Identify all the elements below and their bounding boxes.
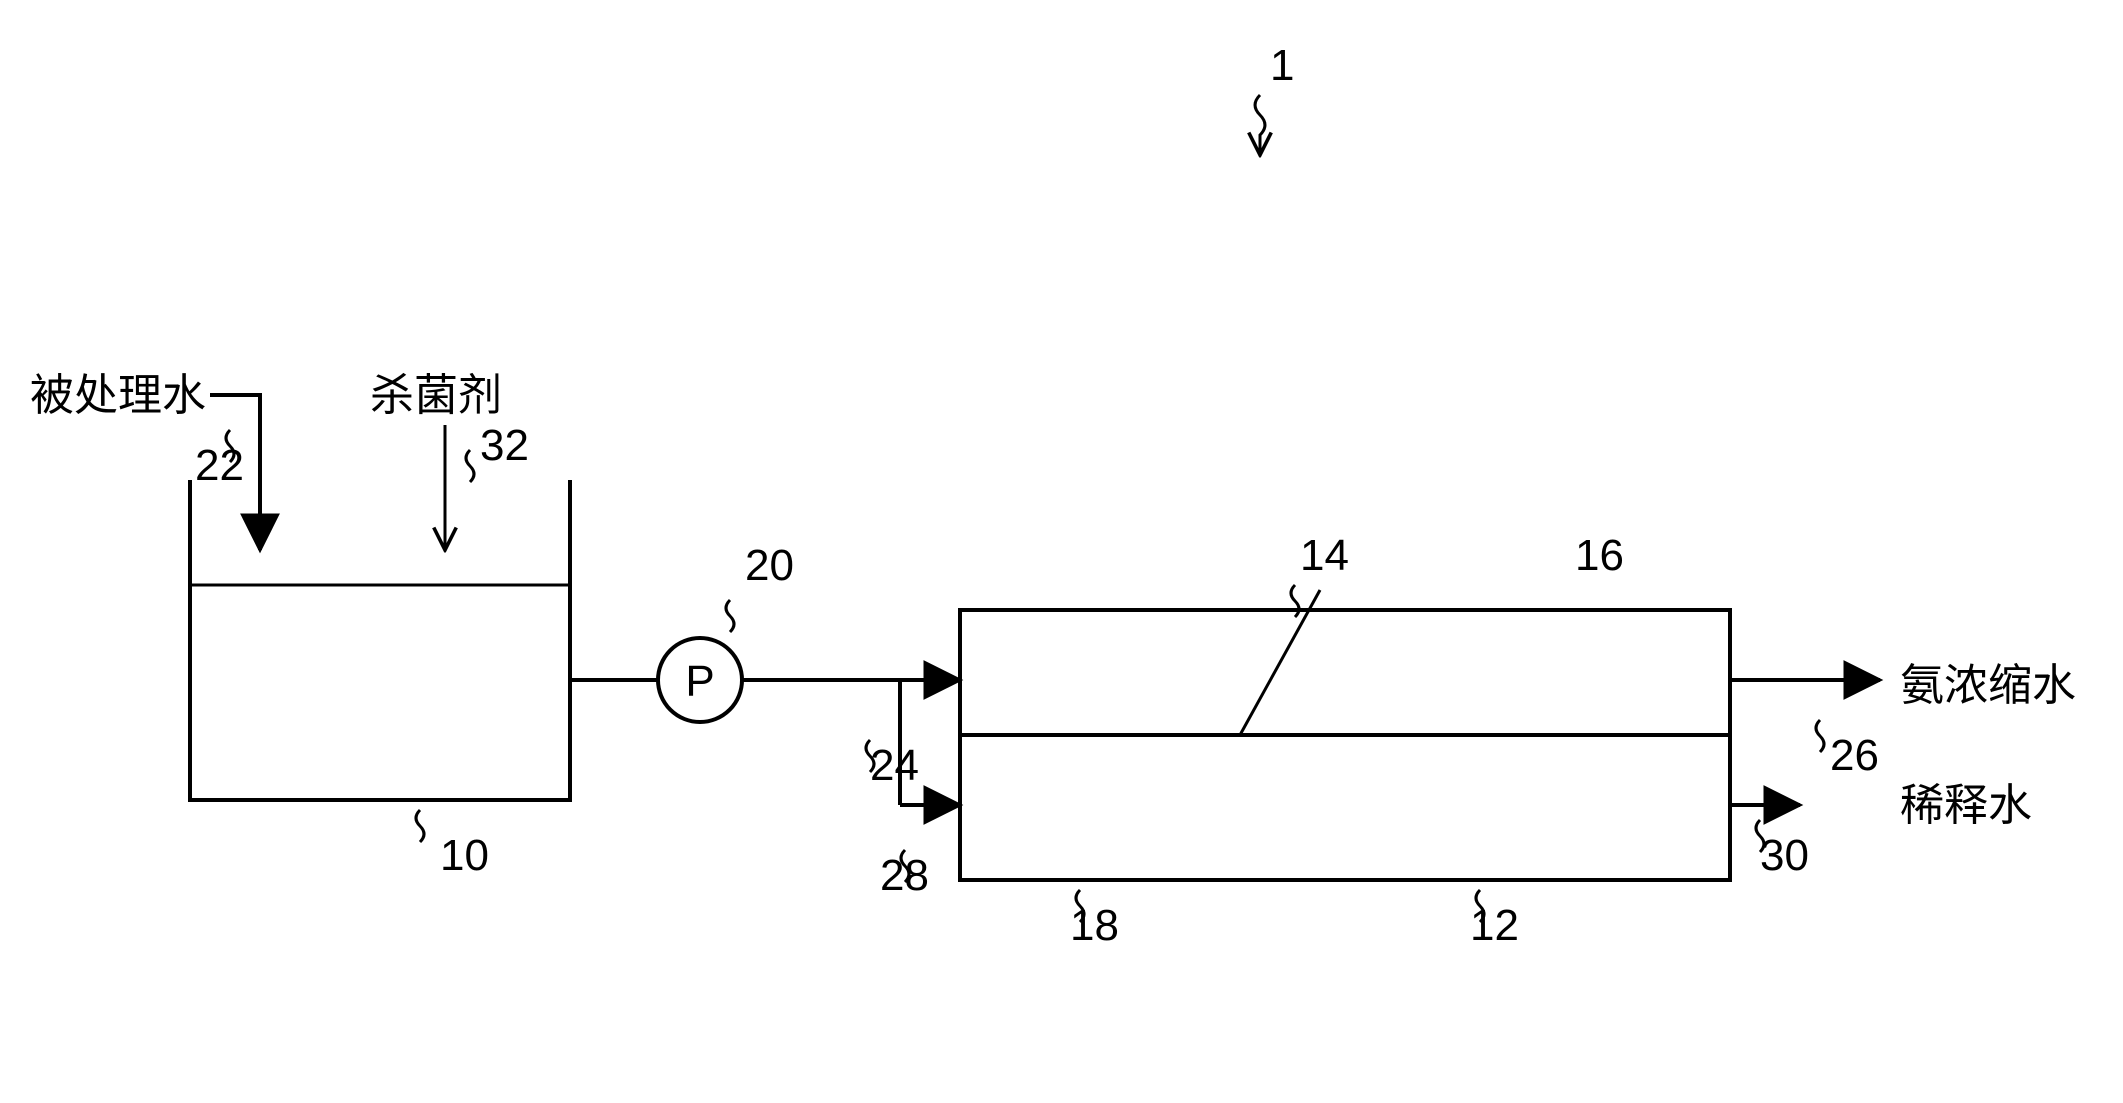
refnum-24: 24 bbox=[870, 741, 919, 790]
refnum-14: 14 bbox=[1300, 531, 1349, 580]
leader-n10 bbox=[416, 810, 424, 842]
refnum-28: 28 bbox=[880, 851, 929, 900]
piping bbox=[210, 395, 1880, 805]
leader-n14 bbox=[1291, 585, 1299, 617]
pump-symbol: P bbox=[658, 638, 742, 722]
refnum-30: 30 bbox=[1760, 831, 1809, 880]
refnum-22: 22 bbox=[195, 441, 244, 490]
membrane-module bbox=[960, 590, 1730, 880]
refnum-16: 16 bbox=[1575, 531, 1624, 580]
leader-n32 bbox=[466, 450, 474, 482]
text-labels: 被处理水 杀菌剂 氨浓缩水 稀释水 bbox=[30, 371, 2076, 830]
refnum-10: 10 bbox=[440, 831, 489, 880]
reference-numbers: 1 32 22 20 14 16 10 24 28 18 12 26 30 bbox=[195, 41, 1879, 950]
refnum-26: 26 bbox=[1830, 731, 1879, 780]
label-ammonia-concentrate: 氨浓缩水 bbox=[1900, 661, 2076, 710]
label-biocide: 杀菌剂 bbox=[370, 371, 502, 420]
refnum-12: 12 bbox=[1470, 901, 1519, 950]
leader-n26 bbox=[1816, 720, 1824, 752]
pump-label: P bbox=[685, 657, 714, 706]
refnum-20: 20 bbox=[745, 541, 794, 590]
refnum-1: 1 bbox=[1270, 41, 1294, 90]
label-dilute-water: 稀释水 bbox=[1900, 781, 2032, 830]
feed-tank bbox=[190, 480, 570, 800]
refnum-18: 18 bbox=[1070, 901, 1119, 950]
system-1-pointer bbox=[1255, 95, 1265, 155]
leader-n20 bbox=[726, 600, 734, 632]
refnum-32: 32 bbox=[480, 421, 529, 470]
label-feed-water: 被处理水 bbox=[30, 371, 206, 420]
